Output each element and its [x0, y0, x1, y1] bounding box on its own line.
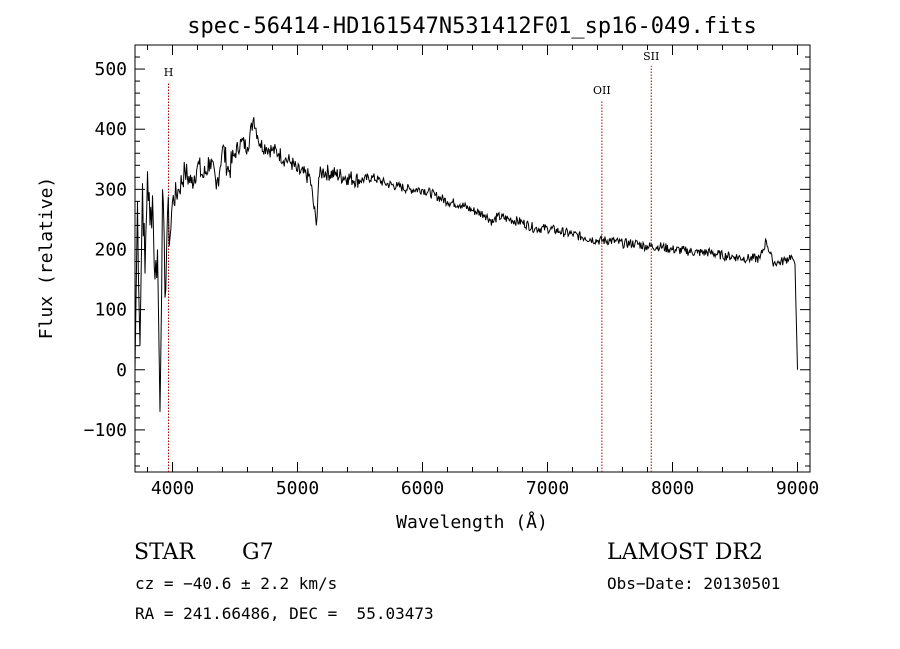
y-tick-label: 300 [94, 179, 127, 200]
spectral-subclass: G7 [242, 540, 274, 565]
x-tick-label: 6000 [401, 478, 444, 499]
y-tick-label: 200 [94, 239, 127, 260]
x-axis-label: Wavelength (Å) [396, 511, 548, 533]
x-tick-label: 7000 [526, 478, 569, 499]
x-tick-label: 4000 [151, 478, 194, 499]
line-marker-label: SII [643, 50, 659, 63]
line-marker-label: H [164, 66, 174, 79]
y-tick-label: 400 [94, 119, 127, 140]
y-tick-label: 500 [94, 59, 127, 80]
spectrum-series-line [134, 117, 798, 412]
object-class: STAR [134, 540, 195, 565]
axis-ticks: 4000 5000 6000 7000 8000 9000 −100 0 100 200 300 40… [84, 44, 819, 499]
y-tick-label: 0 [116, 360, 127, 381]
x-tick-label: 5000 [276, 478, 319, 499]
x-tick-label: 8000 [651, 478, 694, 499]
plot-frame [134, 44, 811, 473]
line-marker-label: OII [593, 84, 611, 97]
chart-title: spec-56414-HD161547N531412F01_sp16-049.f… [187, 14, 757, 39]
survey-name: LAMOST DR2 [607, 540, 763, 565]
emission-line-markers: H OII SII [164, 50, 659, 472]
y-tick-label: −100 [84, 420, 127, 441]
observation-date: Obs−Date: 20130501 [607, 574, 781, 593]
y-tick-label: 100 [94, 300, 127, 321]
x-tick-label: 9000 [776, 478, 819, 499]
y-axis-label: Flux (relative) [36, 177, 57, 340]
ra-dec-coordinates: RA = 241.66486, DEC = 55.03473 [135, 604, 434, 623]
redshift-cz: cz = −40.6 ± 2.2 km/s [135, 574, 338, 593]
